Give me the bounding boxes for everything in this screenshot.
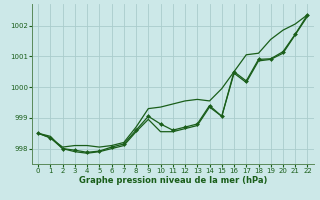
X-axis label: Graphe pression niveau de la mer (hPa): Graphe pression niveau de la mer (hPa) [79, 176, 267, 185]
